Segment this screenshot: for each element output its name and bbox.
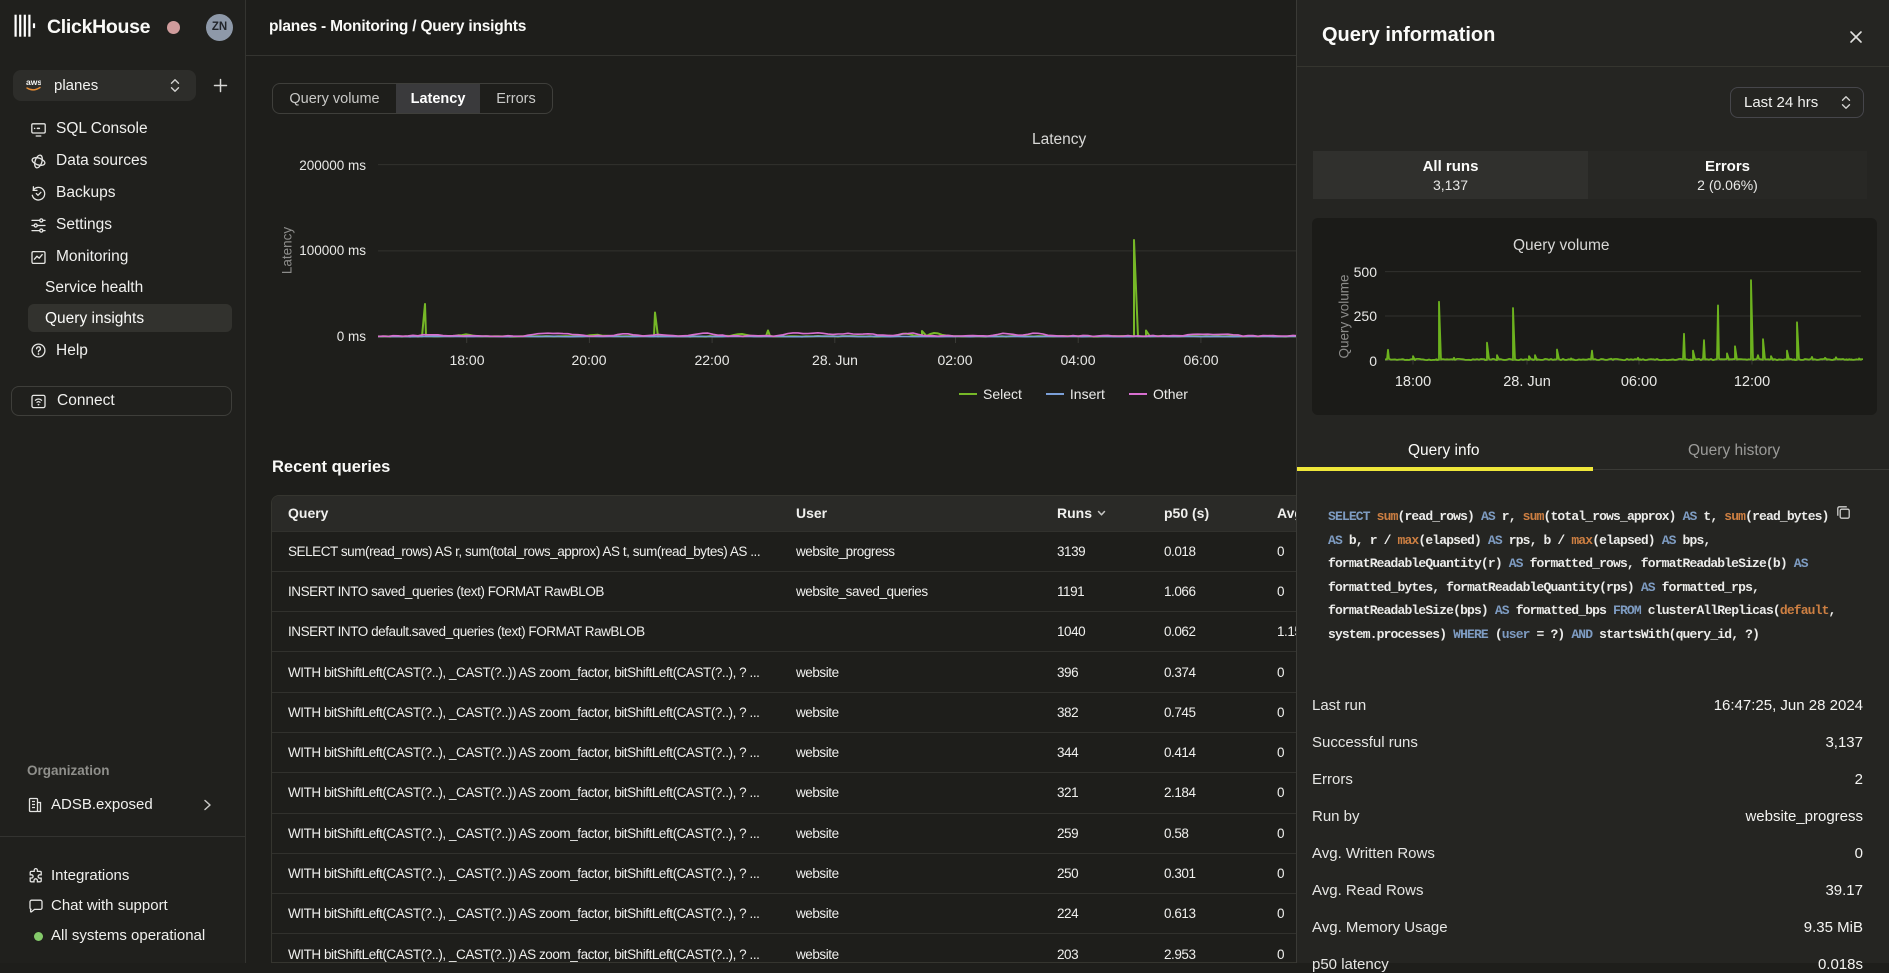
svg-text:aws: aws xyxy=(26,77,41,87)
